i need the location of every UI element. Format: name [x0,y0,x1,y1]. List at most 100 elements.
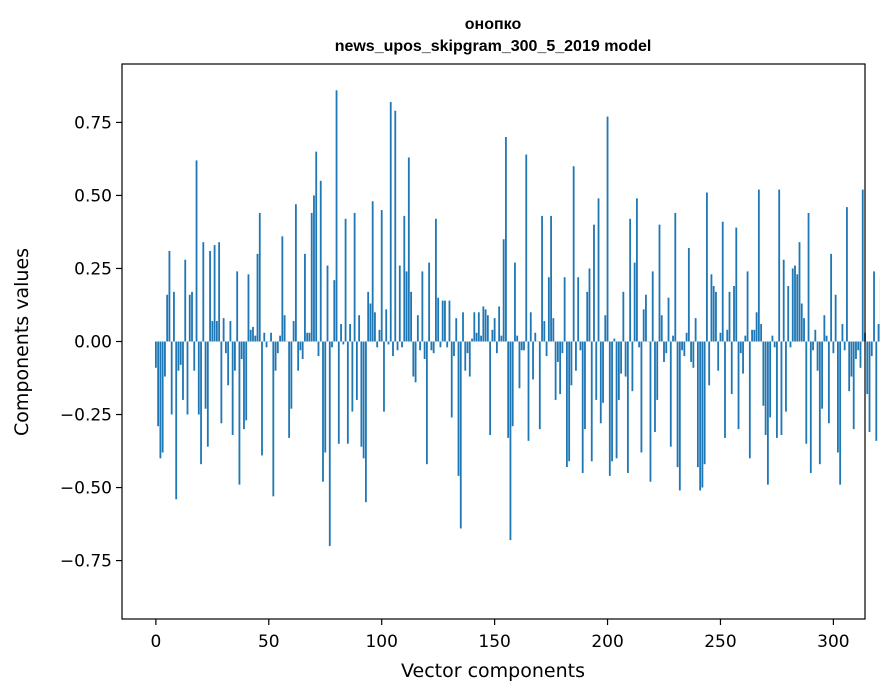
bar-component-49 [265,341,268,348]
bar-component-274 [773,341,776,348]
bar-component-247 [712,286,715,342]
bar-component-181 [563,277,566,342]
bar-component-318 [873,271,875,342]
bar-component-129 [446,341,449,348]
bar-component-240 [696,341,699,468]
bar-component-231 [676,341,679,468]
bar-component-165 [527,341,530,441]
bar-component-108 [398,265,401,342]
bar-component-56 [281,236,284,342]
bar-component-229 [672,335,674,342]
bar-component-310 [855,341,857,360]
bar-component-290 [809,341,812,473]
bar-component-217 [645,294,647,342]
bar-component-224 [660,315,663,342]
bar-component-313 [861,189,864,342]
bar-component-81 [337,341,340,444]
bar-component-190 [584,341,586,430]
bar-component-253 [726,329,729,342]
y-tick-label: 0.75 [74,113,112,133]
bar-component-248 [715,291,717,342]
bar-component-26 [213,245,216,342]
bar-component-172 [543,321,546,342]
bar-component-21 [202,242,205,342]
bar-component-122 [430,341,433,351]
bar-component-120 [425,341,428,465]
bar-component-53 [274,341,277,371]
bar-component-211 [631,341,634,392]
x-tick-label: 300 [817,632,849,652]
bar-component-171 [541,215,543,342]
bar-component-195 [595,341,598,400]
bar-component-6 [168,250,171,342]
bar-component-202 [611,341,613,462]
bar-component-254 [728,291,731,342]
bar-component-41 [247,274,250,342]
bar-component-283 [794,265,796,342]
bar-component-67 [306,332,309,342]
bar-component-269 [762,341,765,406]
bar-component-54 [276,341,279,354]
bar-component-191 [586,291,589,342]
bar-component-204 [615,341,618,459]
x-axis-ticks: 0 50 100 150 200 250 300 [150,619,850,652]
bar-component-270 [764,341,767,435]
bar-component-145 [482,306,485,342]
bar-component-170 [538,341,541,430]
bar-component-82 [340,323,342,342]
bar-component-279 [785,341,787,412]
bar-component-13 [184,259,187,342]
bar-component-76 [326,265,329,342]
bar-component-34 [231,341,234,435]
bar-component-243 [703,341,706,465]
bar-component-119 [423,341,426,360]
bar-component-178 [556,341,559,362]
bar-component-4 [164,341,166,377]
bar-component-295 [821,341,823,409]
bar-component-45 [256,253,259,342]
bar-component-36 [236,271,239,342]
bar-component-239 [694,318,697,342]
bar-component-23 [206,341,209,447]
bar-component-168 [534,332,537,342]
bar-component-187 [577,277,580,342]
bar-component-162 [520,341,523,351]
bar-component-128 [444,300,446,342]
bar-component-27 [215,321,218,342]
bar-component-305 [843,341,846,351]
bar-component-152 [498,306,501,342]
bar-component-265 [753,329,756,342]
bar-component-57 [283,315,286,342]
bar-component-275 [776,341,778,438]
x-tick-label: 50 [258,632,280,652]
bar-component-230 [674,212,677,342]
bar-component-134 [457,341,460,476]
bar-component-214 [638,341,641,348]
bar-component-72 [317,341,320,357]
bar-component-308 [850,341,853,377]
bar-component-137 [464,341,467,371]
bar-component-101 [383,341,385,412]
bar-component-197 [599,341,602,424]
y-axis-label: Components values [11,248,33,436]
bar-component-127 [441,300,444,342]
bar-component-17 [193,341,196,371]
bar-component-132 [453,341,455,357]
bar-component-296 [823,315,826,342]
bar-component-28 [218,242,221,342]
bar-component-291 [812,341,814,351]
y-tick-label: 0.00 [74,333,112,353]
bar-component-98 [376,341,379,348]
bar-component-212 [633,262,636,342]
bar-component-109 [401,341,403,348]
bar-component-150 [493,318,496,342]
bar-component-3 [161,341,164,453]
bar-component-8 [173,291,175,342]
bar-component-238 [692,341,695,368]
bar-component-77 [328,341,331,546]
bar-component-111 [405,271,408,342]
bar-component-221 [654,341,656,433]
bar-component-68 [308,332,311,342]
bar-component-95 [369,303,372,342]
bar-component-186 [575,341,577,371]
